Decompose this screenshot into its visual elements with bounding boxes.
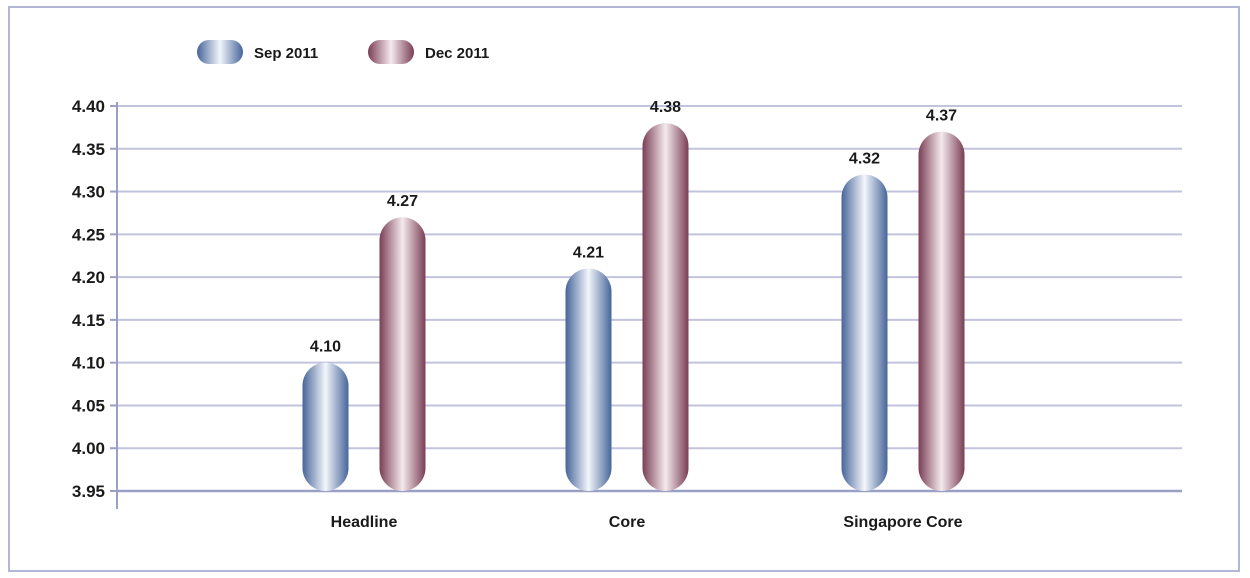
legend-label: Dec 2011 bbox=[425, 45, 489, 62]
y-tick-label: 3.95 bbox=[72, 482, 105, 501]
axes bbox=[110, 102, 1182, 509]
legend-item-dec-2011: Dec 2011 bbox=[368, 40, 489, 64]
bar-sep-2011-headline bbox=[302, 362, 349, 491]
legend-swatch bbox=[368, 40, 414, 64]
y-tick-label: 4.20 bbox=[72, 268, 105, 287]
legend: Sep 2011 Dec 2011 bbox=[197, 40, 489, 64]
y-tick-label: 4.00 bbox=[72, 439, 105, 458]
bar-dec-2011-singapore-core bbox=[918, 131, 965, 491]
data-label: 4.21 bbox=[573, 245, 604, 262]
bars bbox=[302, 123, 965, 491]
y-tick-label: 4.10 bbox=[72, 354, 105, 373]
legend-item-sep-2011: Sep 2011 bbox=[197, 40, 318, 64]
y-tick-label: 4.40 bbox=[72, 97, 105, 116]
bar-dec-2011-core bbox=[642, 123, 689, 491]
data-label: 4.38 bbox=[650, 99, 681, 116]
chart-frame bbox=[8, 6, 1240, 572]
labels: 3.95 4.00 4.05 4.10 4.15 4.20 4.25 4.30 4.35 4.40… bbox=[72, 97, 963, 531]
legend-label: Sep 2011 bbox=[254, 45, 318, 62]
x-tick-label: Headline bbox=[331, 514, 398, 531]
y-tick-label: 4.25 bbox=[72, 225, 105, 244]
x-tick-label: Singapore Core bbox=[843, 514, 962, 531]
x-tick-label: Core bbox=[609, 514, 646, 531]
data-label: 4.27 bbox=[387, 193, 418, 210]
data-label: 4.32 bbox=[849, 150, 880, 167]
legend-swatch bbox=[197, 40, 243, 64]
bar-sep-2011-core bbox=[565, 268, 612, 491]
y-tick-label: 4.05 bbox=[72, 396, 105, 415]
y-tick-label: 4.30 bbox=[72, 183, 105, 202]
y-tick-label: 4.35 bbox=[72, 140, 105, 159]
bar-sep-2011-singapore-core bbox=[841, 174, 888, 491]
bar-dec-2011-headline bbox=[379, 217, 426, 491]
y-tick-label: 4.15 bbox=[72, 311, 105, 330]
data-label: 4.37 bbox=[926, 108, 957, 125]
data-label: 4.10 bbox=[310, 339, 341, 356]
